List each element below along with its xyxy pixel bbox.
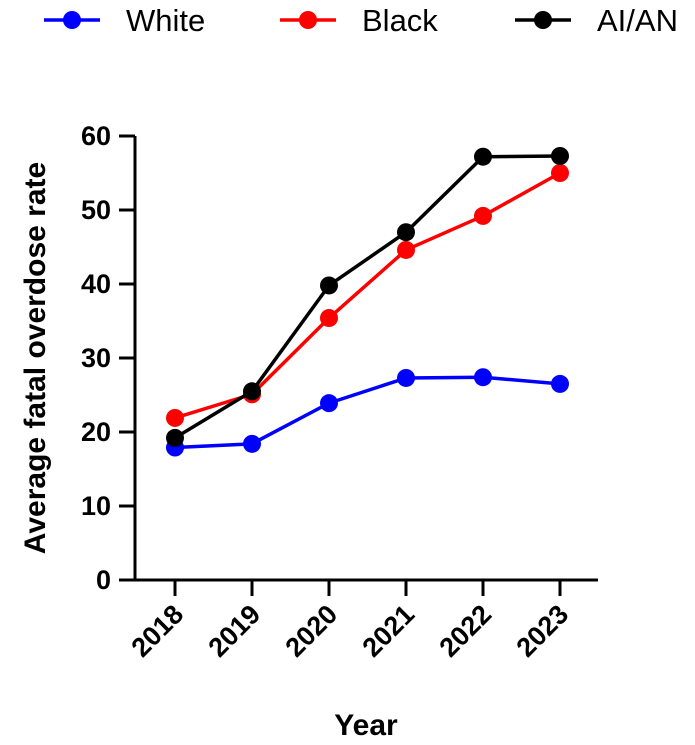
x-tick-label: 2022 (434, 599, 498, 663)
data-point (243, 434, 261, 453)
series-1 (166, 164, 569, 427)
x-tick-label: 2023 (511, 599, 575, 663)
data-point (474, 206, 492, 225)
legend-label: White (126, 3, 205, 38)
y-tick-label: 30 (81, 343, 111, 373)
data-point (243, 382, 261, 401)
legend-label: AI/AN (597, 3, 678, 38)
data-point (551, 164, 569, 182)
data-point (397, 223, 415, 242)
series-0 (166, 368, 569, 457)
y-axis-title: Average fatal overdose rate (19, 162, 52, 554)
legend-item: White (44, 3, 205, 38)
legend: White Black AI/AN (44, 3, 678, 38)
y-tick-label: 50 (81, 195, 111, 225)
y-tick-label: 20 (81, 417, 111, 447)
x-tick-label: 2021 (357, 599, 421, 663)
legend-marker (299, 11, 317, 29)
y-tick-label: 0 (96, 565, 111, 595)
series-line (174, 375, 561, 450)
data-point (397, 368, 415, 387)
y-tick-label: 60 (81, 121, 111, 151)
legend-marker (534, 11, 552, 29)
x-axis-title: Year (334, 709, 398, 742)
y-tick-label: 40 (81, 269, 111, 299)
data-point (397, 240, 415, 259)
x-tick-label: 2019 (203, 599, 267, 663)
series-line (174, 154, 561, 440)
data-point (551, 374, 569, 393)
legend-item: Black (280, 3, 438, 38)
data-point (551, 146, 569, 165)
data-point (320, 309, 338, 328)
data-point (166, 408, 184, 427)
y-ticks: 0 10 20 30 40 50 60 (81, 121, 135, 595)
data-point (320, 394, 338, 413)
y-tick-label: 10 (81, 491, 111, 521)
data-point (320, 276, 338, 295)
x-tick-label: 2018 (126, 599, 190, 663)
series-line (174, 171, 561, 420)
x-tick-label: 2020 (280, 599, 344, 663)
series-2 (166, 146, 569, 447)
axes (133, 136, 598, 582)
data-point (474, 147, 492, 166)
legend-item: AI/AN (515, 3, 678, 38)
legend-label: Black (362, 3, 438, 38)
legend-marker (63, 11, 81, 29)
series-group (166, 146, 569, 457)
x-ticks: 2018 2019 2020 2021 2022 2023 (126, 580, 575, 663)
data-point (166, 428, 184, 447)
data-point (474, 368, 492, 387)
